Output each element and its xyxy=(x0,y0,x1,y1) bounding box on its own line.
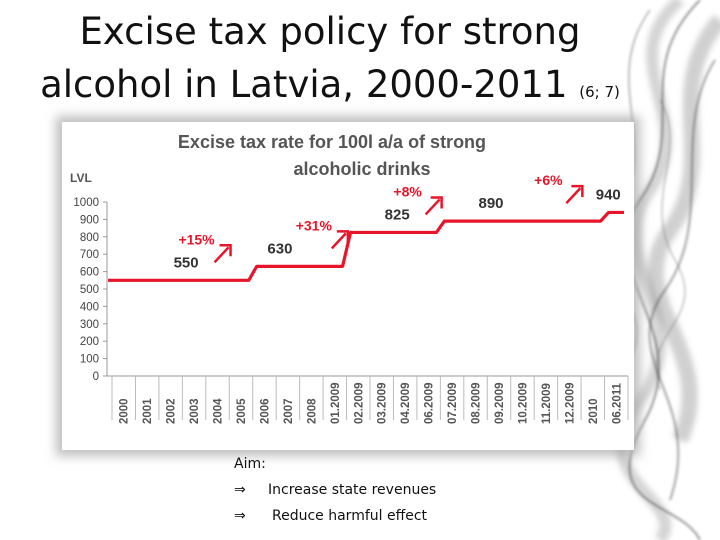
series-line xyxy=(108,210,624,282)
x-tick-label: 06.2011 xyxy=(611,382,623,424)
y-tick-label: 300 xyxy=(80,319,99,331)
x-tick-label: 01.2009 xyxy=(330,382,342,424)
value-label: 825 xyxy=(385,206,410,223)
slide-title-reference: (6; 7) xyxy=(579,83,620,101)
x-tick-label: 2007 xyxy=(283,398,295,424)
y-tick-label: 500 xyxy=(80,284,99,296)
increase-arrow-head-icon xyxy=(336,230,350,243)
aim-item: ⇒ Reduce harmful effect xyxy=(234,505,436,531)
x-tick-label: 07.2009 xyxy=(447,382,459,424)
aim-item: ⇒ Increase state revenues xyxy=(234,479,436,505)
y-tick-label: 100 xyxy=(80,354,99,366)
y-tick-label: 900 xyxy=(80,214,99,226)
x-tick-label: 2003 xyxy=(189,398,201,424)
aim-item-text: Reduce harmful effect xyxy=(272,508,428,524)
y-tick-label: 800 xyxy=(80,232,99,244)
change-annotation: +6% xyxy=(534,172,563,188)
chart-panel: Excise tax rate for 100l a/a of strong al… xyxy=(62,122,634,450)
value-label: 550 xyxy=(174,254,199,271)
value-label: 940 xyxy=(596,186,621,203)
aim-item-text: Increase state revenues xyxy=(268,482,437,498)
x-tick-label: 03.2009 xyxy=(377,382,389,424)
x-tick-label: 2004 xyxy=(213,398,225,424)
x-tick-label: 2001 xyxy=(142,398,154,424)
y-tick-label: 600 xyxy=(80,267,99,279)
x-tick-label: 08.2009 xyxy=(471,382,483,424)
increase-arrow-icon xyxy=(424,198,441,216)
x-tick-label: 2008 xyxy=(306,398,318,424)
value-label: 630 xyxy=(267,240,292,257)
x-tick-label: 09.2009 xyxy=(494,382,506,424)
chart-title-line-2: alcoholic drinks xyxy=(293,159,430,179)
x-tick-label: 06.2009 xyxy=(424,382,436,424)
change-annotation: +8% xyxy=(393,183,422,199)
x-tick-label: 2006 xyxy=(259,398,271,424)
chart-title-line-1: Excise tax rate for 100l a/a of strong xyxy=(178,132,486,152)
increase-arrow-icon xyxy=(565,187,582,204)
increase-arrow-head-icon xyxy=(219,244,232,257)
aim-label: Aim: xyxy=(234,456,266,472)
x-tick-label: 10.2009 xyxy=(517,382,529,424)
x-tick-label: 11.2009 xyxy=(541,383,553,424)
y-tick-label: 400 xyxy=(80,301,99,313)
y-tick-label: 0 xyxy=(93,371,99,383)
y-tick-label: 1000 xyxy=(73,197,99,209)
y-axis-label: LVL xyxy=(70,171,92,185)
increase-arrow-head-icon xyxy=(571,184,584,198)
x-tick-label: 2010 xyxy=(588,398,600,424)
y-tick-label: 700 xyxy=(80,249,99,261)
x-tick-label: 2000 xyxy=(119,398,131,424)
slide-title-line-1: Excise tax policy for strong xyxy=(79,10,581,53)
slide-title-text: alcohol in Latvia, 2000-2011 xyxy=(40,63,568,106)
increase-arrow-icon xyxy=(213,246,230,264)
x-tick-label: 04.2009 xyxy=(400,382,412,424)
change-annotation: +15% xyxy=(178,231,215,247)
y-tick-label: 200 xyxy=(80,336,99,348)
tax-rate-chart: Excise tax rate for 100l a/a of strong al… xyxy=(70,132,629,424)
implies-arrow-icon: ⇒ xyxy=(234,508,246,524)
increase-arrow-icon xyxy=(330,232,347,250)
x-tick-label: 12.2009 xyxy=(564,382,576,424)
value-label: 890 xyxy=(478,195,503,212)
slide-title-line-2: alcohol in Latvia, 2000-2011 (6; 7) xyxy=(20,63,640,114)
x-tick-label: 2005 xyxy=(236,398,248,424)
x-tick-label: 2002 xyxy=(166,398,178,424)
aim-block: Aim: ⇒ Increase state revenues ⇒ Reduce ha… xyxy=(234,453,436,531)
x-tick-label: 02.2009 xyxy=(353,382,365,424)
increase-arrow-head-icon xyxy=(430,196,443,209)
implies-arrow-icon: ⇒ xyxy=(234,482,246,498)
change-annotation: +31% xyxy=(296,217,333,233)
